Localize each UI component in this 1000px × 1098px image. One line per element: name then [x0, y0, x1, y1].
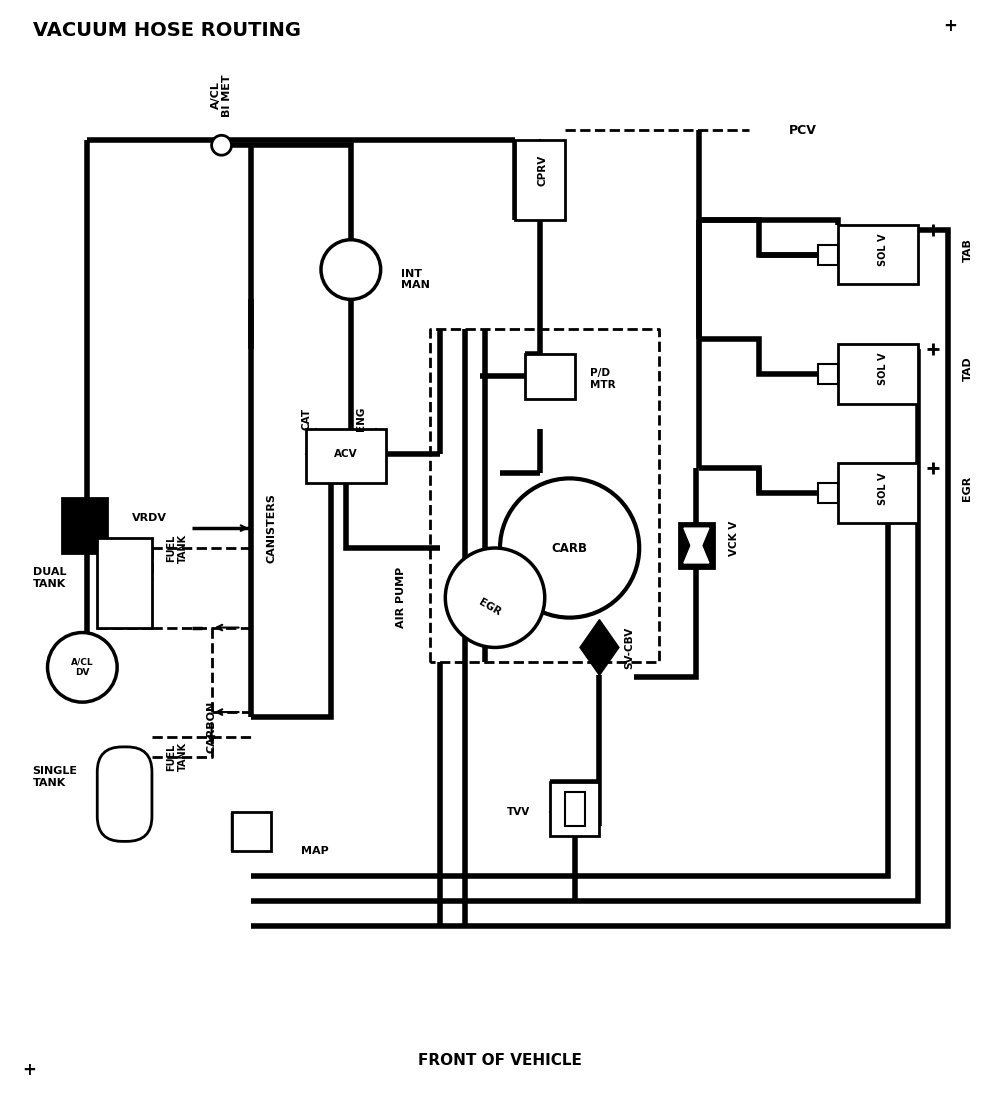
Bar	[306, 428, 386, 483]
Text: +: +	[23, 1061, 37, 1079]
Text: CANISTERS: CANISTERS	[266, 493, 276, 563]
Text: TVV: TVV	[507, 807, 530, 817]
Text: MAP: MAP	[301, 847, 329, 856]
Text: CAT: CAT	[301, 407, 311, 429]
Text: SOL V: SOL V	[878, 472, 888, 505]
Text: FRONT OF VEHICLE: FRONT OF VEHICLE	[418, 1053, 582, 1067]
Bar	[515, 141, 565, 220]
Text: AIR PUMP: AIR PUMP	[396, 567, 406, 628]
Text: INT
MAN: INT MAN	[401, 269, 429, 290]
Text: A/CL
DV: A/CL DV	[71, 658, 94, 677]
Text: FUEL
TANK: FUEL TANK	[166, 534, 188, 562]
Text: A/CL
BI MET: A/CL BI MET	[211, 75, 232, 116]
Text: EGR: EGR	[477, 597, 503, 618]
Bar	[62, 498, 107, 553]
Bar	[550, 782, 599, 837]
Text: TAB: TAB	[962, 238, 972, 261]
Text: CARBON: CARBON	[207, 701, 217, 753]
Text: SINGLE
TANK: SINGLE TANK	[33, 766, 78, 787]
Text: ENG: ENG	[356, 406, 366, 430]
Text: FUEL
TANK: FUEL TANK	[166, 742, 188, 772]
Text: +: +	[927, 343, 938, 356]
Text: +: +	[927, 461, 938, 475]
Text: CPRV: CPRV	[538, 155, 548, 186]
Bar	[838, 344, 918, 404]
Text: PCV: PCV	[788, 124, 816, 137]
Text: EGR: EGR	[962, 475, 972, 501]
Polygon shape	[684, 528, 709, 558]
Text: DUAL
TANK: DUAL TANK	[33, 567, 66, 589]
Bar	[838, 463, 918, 523]
Text: P/D
MTR: P/D MTR	[590, 368, 615, 390]
Bar	[679, 523, 714, 568]
Bar	[818, 365, 838, 384]
Circle shape	[212, 135, 232, 155]
Bar	[565, 792, 585, 827]
Text: +: +	[927, 223, 938, 237]
Polygon shape	[684, 534, 709, 563]
FancyBboxPatch shape	[97, 747, 152, 841]
Bar	[818, 483, 838, 503]
Bar	[97, 538, 152, 628]
Bar	[838, 225, 918, 284]
Text: +: +	[944, 16, 957, 35]
Bar	[525, 354, 575, 399]
Polygon shape	[580, 619, 619, 675]
Circle shape	[48, 632, 117, 702]
Text: VACUUM HOSE ROUTING: VACUUM HOSE ROUTING	[33, 21, 301, 41]
Text: VRDV: VRDV	[132, 513, 167, 523]
Circle shape	[445, 548, 545, 648]
Text: VCK V: VCK V	[729, 520, 739, 556]
Bar	[232, 811, 271, 851]
Text: CARB: CARB	[552, 541, 588, 554]
Circle shape	[500, 479, 639, 617]
Text: ACV: ACV	[334, 449, 358, 459]
Bar	[818, 245, 838, 265]
Text: SV-CBV: SV-CBV	[624, 626, 634, 669]
Text: SOL V: SOL V	[878, 234, 888, 266]
Text: TAD: TAD	[962, 357, 972, 381]
Text: SOL V: SOL V	[878, 352, 888, 385]
Circle shape	[321, 239, 381, 300]
